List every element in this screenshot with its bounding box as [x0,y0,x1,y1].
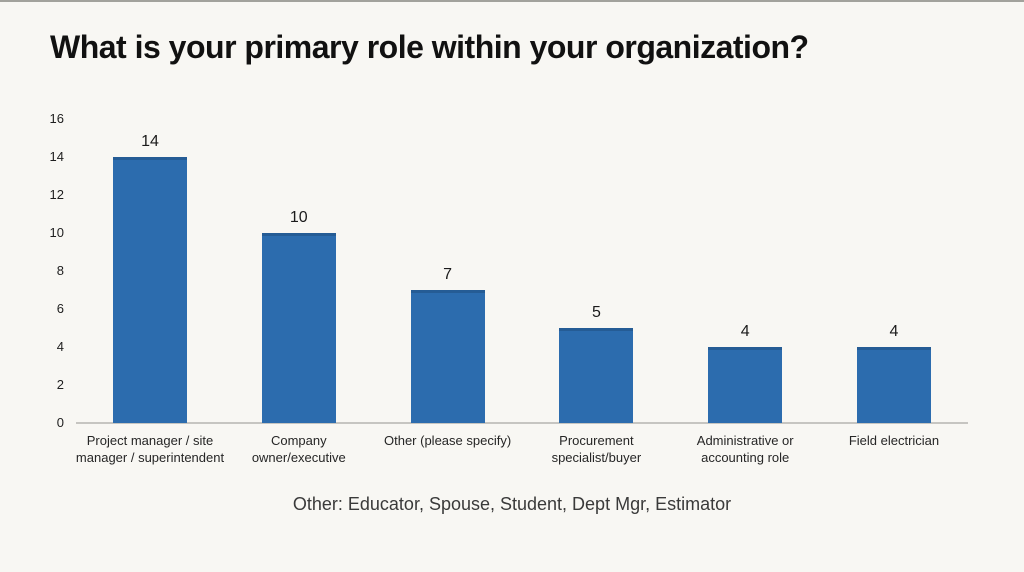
top-edge-line [0,0,1024,2]
y-tick-label: 8 [56,263,64,278]
bar [708,347,783,423]
category-label: Field electrician [848,433,940,448]
bar-value-label: 4 [889,323,899,340]
bar-value-label: 10 [289,209,308,226]
category-label: Project manager / site manager / superin… [75,433,225,465]
category-label: Administrative or accounting role [696,433,794,465]
y-tick-label: 6 [56,301,64,316]
y-tick-label: 4 [56,339,64,354]
bar-value-label: 4 [740,323,750,340]
bar [857,347,931,423]
category-label: Other (please specify) [384,433,512,448]
y-tick-label: 12 [49,187,64,202]
category-label: Procurement specialist/buyer [551,433,642,465]
y-tick-label: 10 [49,225,64,240]
other-note: Other: Educator, Spouse, Student, Dept M… [292,494,732,514]
bar [113,157,187,423]
chart-title: What is your primary role within your or… [50,29,809,65]
bar [410,290,485,423]
y-tick-label: 2 [56,377,64,392]
y-tick-label: 0 [56,415,64,430]
bar [559,328,634,423]
bar-value-label: 5 [591,304,601,321]
y-tick-label: 14 [49,149,64,164]
category-label: Company owner/executive [251,433,346,465]
bar-value-label: 7 [443,266,453,283]
bar [261,233,336,423]
bar-value-label: 14 [141,133,159,150]
x-axis-line [76,422,968,424]
y-tick-label: 16 [49,111,64,126]
